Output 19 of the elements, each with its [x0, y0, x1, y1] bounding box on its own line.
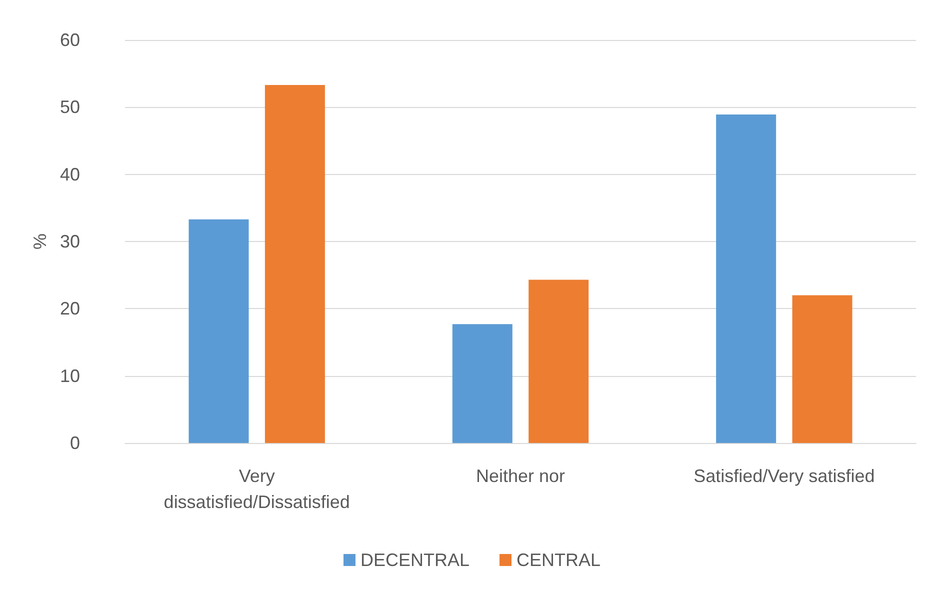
legend-label: DECENTRAL [360, 550, 470, 570]
x-tick-label: Satisfied/Very satisfied [694, 466, 875, 486]
bar [188, 219, 249, 443]
bar [528, 280, 589, 443]
x-tick-label: Very dissatisfied/Dissatisfied [164, 466, 350, 512]
x-tick-label: Neither nor [476, 466, 566, 486]
y-tick-label: 60 [60, 30, 80, 50]
y-tick-label: 30 [60, 232, 80, 252]
y-axis-title: % [30, 233, 50, 250]
y-tick-label: 20 [60, 298, 80, 319]
bar [792, 295, 852, 443]
y-tick-label: 50 [60, 97, 80, 118]
bar [716, 114, 776, 443]
y-tick-label: 10 [60, 366, 80, 386]
bar [452, 324, 512, 443]
bar [264, 85, 325, 443]
y-tick-label: 0 [70, 433, 80, 453]
y-tick-label: 40 [60, 164, 80, 184]
legend-label: CENTRAL [516, 550, 601, 570]
